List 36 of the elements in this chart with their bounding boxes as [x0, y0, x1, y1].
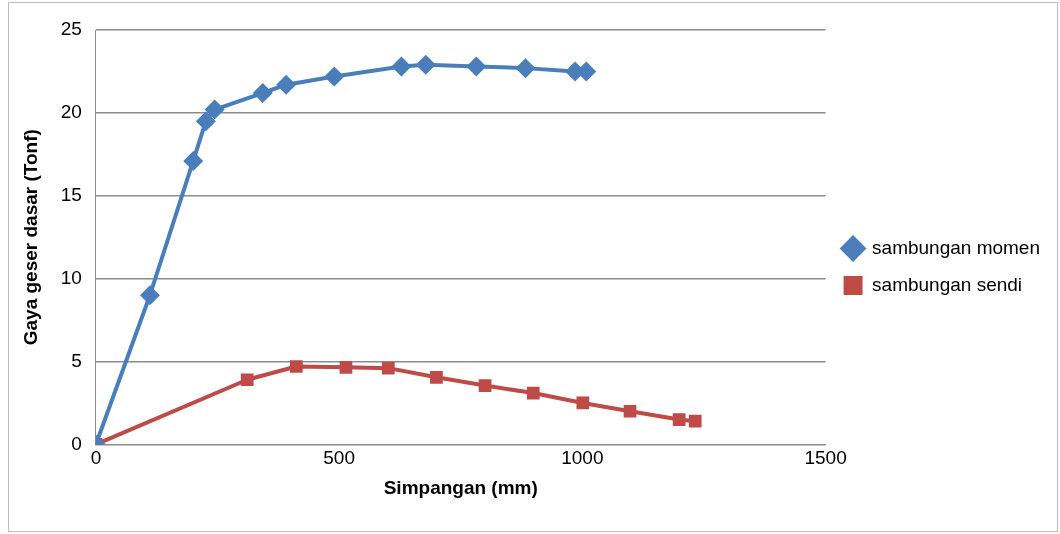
x-tick-label: 500 [323, 447, 355, 469]
point [515, 58, 536, 79]
point [672, 413, 686, 426]
point [240, 373, 254, 387]
legend-label: sambungan momen [872, 236, 1041, 258]
y-tick-label: 5 [71, 349, 82, 371]
x-axis-title: Simpangan (mm) [383, 476, 538, 498]
y-tick-label: 25 [60, 18, 82, 40]
y-tick-label: 10 [60, 266, 82, 288]
point [623, 404, 637, 418]
y-tick-label: 20 [60, 101, 82, 123]
point [276, 74, 297, 95]
y-axis-title: Gaya geser dasar (Tonf) [19, 129, 41, 346]
point [324, 66, 345, 87]
y-tick-label: 15 [60, 183, 82, 205]
point [576, 396, 590, 410]
x-tick-label: 1500 [804, 447, 847, 469]
point [252, 82, 273, 103]
point [381, 361, 395, 375]
point [415, 54, 436, 75]
point [195, 111, 216, 132]
x-tick-label: 1000 [561, 447, 604, 469]
point [183, 150, 204, 171]
point [289, 360, 303, 373]
point [391, 56, 412, 77]
point [430, 370, 443, 384]
point [466, 56, 487, 77]
legend-label: sambungan sendi [872, 273, 1023, 295]
point [688, 414, 702, 428]
y-tick-label: 0 [71, 432, 82, 454]
point [526, 386, 540, 400]
point [339, 360, 353, 374]
x-tick-label: 0 [90, 447, 102, 469]
point [139, 285, 160, 306]
point [204, 99, 225, 120]
point [478, 379, 492, 392]
